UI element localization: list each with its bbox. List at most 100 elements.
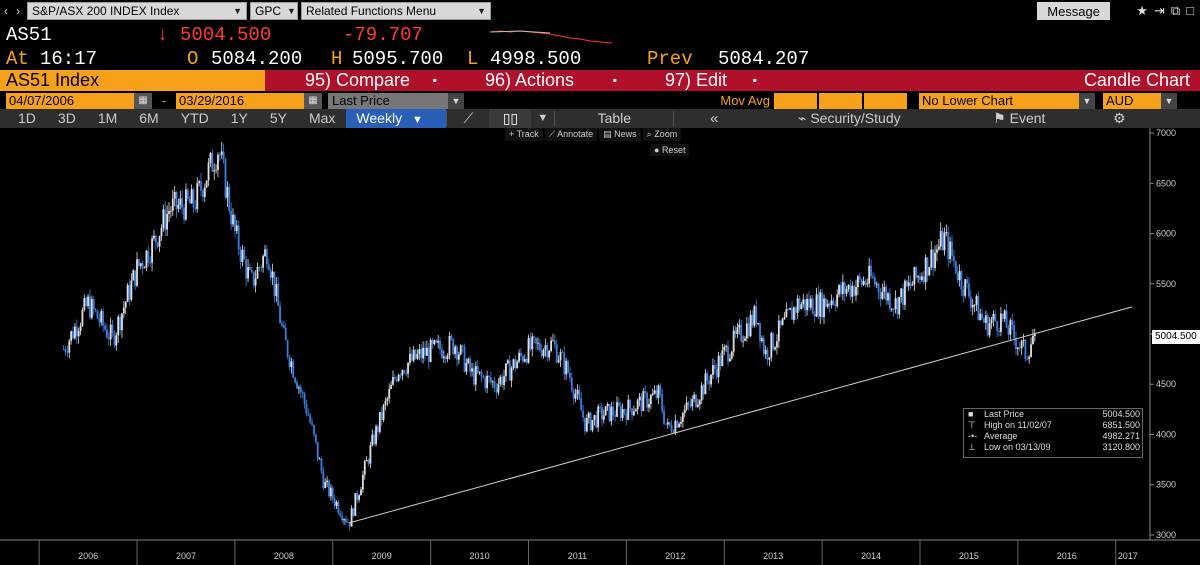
candle-body (484, 377, 487, 389)
start-date-field[interactable]: 04/07/2006 (6, 92, 134, 109)
high-label: H (331, 48, 343, 70)
back-arrow-icon[interactable]: ‹ (4, 4, 8, 18)
candle-body (819, 292, 822, 317)
low-marker-icon: ⊥ (968, 442, 976, 452)
actions-menu[interactable]: 96) Actions ▪ (445, 70, 625, 91)
legend-value: 6851.500 (1102, 420, 1140, 430)
candle-body (902, 288, 904, 305)
gear-icon[interactable]: ⚙ (1113, 110, 1126, 126)
candle-body (346, 522, 349, 523)
function-dropdown[interactable]: GPC ▼ (250, 2, 298, 20)
chevron-down-icon[interactable]: ▼ (448, 92, 464, 109)
mov-avg-field-2[interactable] (819, 92, 862, 109)
sparkline-start (490, 30, 551, 34)
edit-menu[interactable]: 97) Edit ▪ (625, 70, 765, 91)
period-3d[interactable]: 3D (57, 110, 76, 126)
candle-body (809, 298, 812, 308)
price-chart[interactable]: 3000350040004500500055006000650070002006… (0, 128, 1200, 565)
candle-body (256, 266, 259, 279)
candle-body (235, 225, 238, 231)
compare-menu[interactable]: 95) Compare ▪ (265, 70, 445, 91)
calendar-icon[interactable]: ▦ (134, 92, 152, 109)
candle-body (198, 181, 201, 184)
chevron-down-icon[interactable]: ▼ (537, 112, 549, 124)
period-ytd[interactable]: YTD (180, 110, 209, 126)
mov-avg-field-1[interactable] (774, 92, 817, 109)
candle-body (951, 241, 953, 257)
candle-chart-icon[interactable]: ▯▯ (489, 109, 532, 128)
maximize-icon[interactable]: □ (1186, 3, 1194, 18)
candle-body (691, 399, 694, 407)
table-button[interactable]: Table (597, 110, 632, 126)
candle-body (388, 388, 391, 399)
candle-body (602, 415, 605, 420)
candle-body (729, 358, 731, 362)
candle-body (200, 181, 202, 191)
forward-arrow-icon[interactable]: › (16, 4, 20, 18)
candle-body (294, 377, 297, 383)
function-bar: AS51 Index 95) Compare ▪ 96) Actions ▪ 9… (0, 70, 1200, 91)
candle-body (587, 412, 590, 419)
news-tool[interactable]: ▤ News (599, 128, 641, 141)
security-dropdown[interactable]: S&P/ASX 200 INDEX Index ▼ (27, 2, 247, 20)
period-1y[interactable]: 1Y (230, 110, 248, 126)
candle-body (584, 417, 586, 432)
candle-body (943, 232, 946, 251)
end-date-field[interactable]: 03/29/2016 (176, 92, 304, 109)
calendar-icon[interactable]: ▦ (304, 92, 322, 109)
field-selector[interactable]: Last Price (328, 92, 448, 109)
lower-chart-selector[interactable]: No Lower Chart (919, 92, 1079, 109)
period-1d[interactable]: 1D (18, 110, 36, 126)
net-change: -79.707 (343, 24, 423, 46)
collapse-double-chevron-icon[interactable]: « (710, 110, 719, 127)
candle-body (798, 298, 801, 309)
candle-body (412, 349, 415, 361)
candle-body (156, 242, 159, 247)
frequency-dropdown[interactable]: Weekly ▼ (346, 109, 447, 128)
candle-body (954, 260, 957, 273)
candle-body (292, 361, 295, 378)
track-tool[interactable]: + Track (505, 128, 543, 141)
security-study-button[interactable]: ⌁ Security/Study (754, 109, 944, 128)
candle-body (580, 398, 583, 411)
period-6m[interactable]: 6M (139, 110, 159, 126)
candle-body (390, 384, 393, 389)
candle-body (840, 285, 842, 294)
candle-body (493, 381, 496, 389)
chevron-down-icon[interactable]: ▼ (1079, 92, 1095, 109)
candle-body (151, 238, 153, 263)
dropdown-dash-icon: ▪ (432, 73, 437, 87)
mov-avg-field-3[interactable] (864, 92, 907, 109)
annotate-tool[interactable]: ⟋ Annotate (544, 128, 598, 141)
candle-body (313, 424, 315, 435)
candle-body (563, 352, 566, 375)
candle-body (158, 235, 161, 247)
candle-body (638, 396, 641, 401)
period-1m[interactable]: 1M (97, 110, 118, 126)
candle-body (928, 267, 931, 276)
favorite-star-icon[interactable]: ★ (1136, 3, 1148, 18)
period-5y[interactable]: 5Y (269, 110, 287, 126)
candle-body (824, 298, 827, 307)
currency-selector[interactable]: AUD (1103, 92, 1161, 109)
candle-body (444, 356, 447, 360)
candle-body (92, 299, 95, 310)
reset-button[interactable]: ● Reset (650, 144, 690, 156)
candle-body (448, 335, 451, 356)
pin-icon[interactable]: ⇥ (1153, 3, 1165, 18)
chevron-down-icon[interactable]: ▼ (1161, 92, 1177, 109)
security-ticker-field[interactable]: AS51 Index (0, 70, 265, 91)
candle-body (567, 360, 569, 373)
restore-icon[interactable]: ⧉ (1170, 3, 1181, 18)
event-button[interactable]: ⚑ Event (944, 109, 1094, 128)
message-button[interactable]: Message (1037, 2, 1110, 20)
related-functions-dropdown[interactable]: Related Functions Menu ▼ (301, 2, 491, 20)
candle-body (962, 289, 965, 296)
candle-body (678, 423, 680, 428)
zoom-tool[interactable]: ⌕ Zoom (642, 128, 682, 141)
candle-body (606, 403, 609, 407)
candle-body (177, 204, 180, 209)
period-max[interactable]: Max (308, 110, 336, 126)
candle-body (345, 519, 347, 523)
line-chart-icon[interactable]: ⟋ (463, 110, 474, 126)
